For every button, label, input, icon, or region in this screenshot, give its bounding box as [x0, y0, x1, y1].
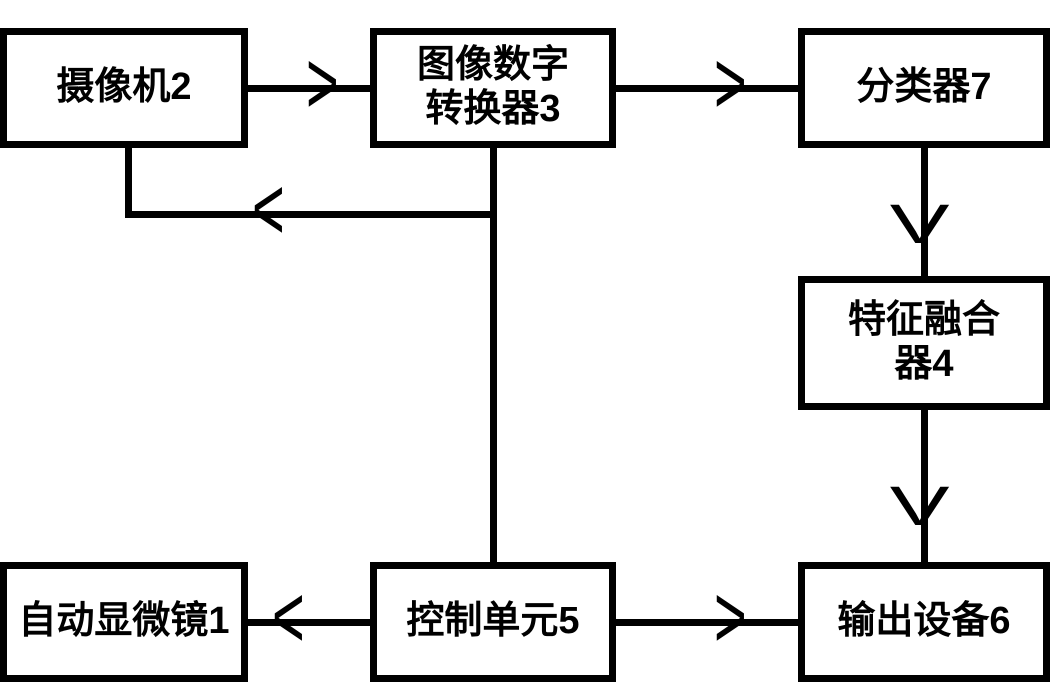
- node-digitizer: 图像数字 转换器3: [370, 28, 616, 148]
- edge-segment: [616, 85, 798, 92]
- arrowhead-icon: >: [714, 572, 747, 662]
- node-label: 自动显微镜1: [18, 600, 229, 644]
- node-label: 特征融合 器4: [848, 299, 1000, 386]
- flow-diagram: 摄像机2 图像数字 转换器3 分类器7 特征融合 器4 自动显微镜1 控制单元5…: [0, 0, 1050, 700]
- arrowhead-icon: V: [890, 196, 950, 252]
- edge-segment: [248, 619, 370, 626]
- edge-segment: [616, 619, 798, 626]
- node-microscope: 自动显微镜1: [0, 562, 248, 682]
- arrowhead-icon: <: [272, 572, 305, 662]
- arrowhead-icon: <: [252, 164, 285, 254]
- node-label: 控制单元5: [406, 600, 579, 644]
- node-label: 输出设备6: [837, 600, 1010, 644]
- node-camera: 摄像机2: [0, 28, 248, 148]
- node-output: 输出设备6: [798, 562, 1050, 682]
- edge-segment: [125, 211, 497, 218]
- node-label: 分类器7: [856, 66, 991, 110]
- edge-segment: [490, 148, 497, 218]
- node-label: 摄像机2: [56, 66, 191, 110]
- arrowhead-icon: V: [890, 478, 950, 534]
- node-control: 控制单元5: [370, 562, 616, 682]
- arrowhead-icon: >: [306, 38, 339, 128]
- edge-segment: [125, 148, 132, 218]
- node-classifier: 分类器7: [798, 28, 1050, 148]
- arrowhead-icon: >: [714, 38, 747, 128]
- node-fusion: 特征融合 器4: [798, 276, 1050, 410]
- node-label: 图像数字 转换器3: [417, 44, 569, 131]
